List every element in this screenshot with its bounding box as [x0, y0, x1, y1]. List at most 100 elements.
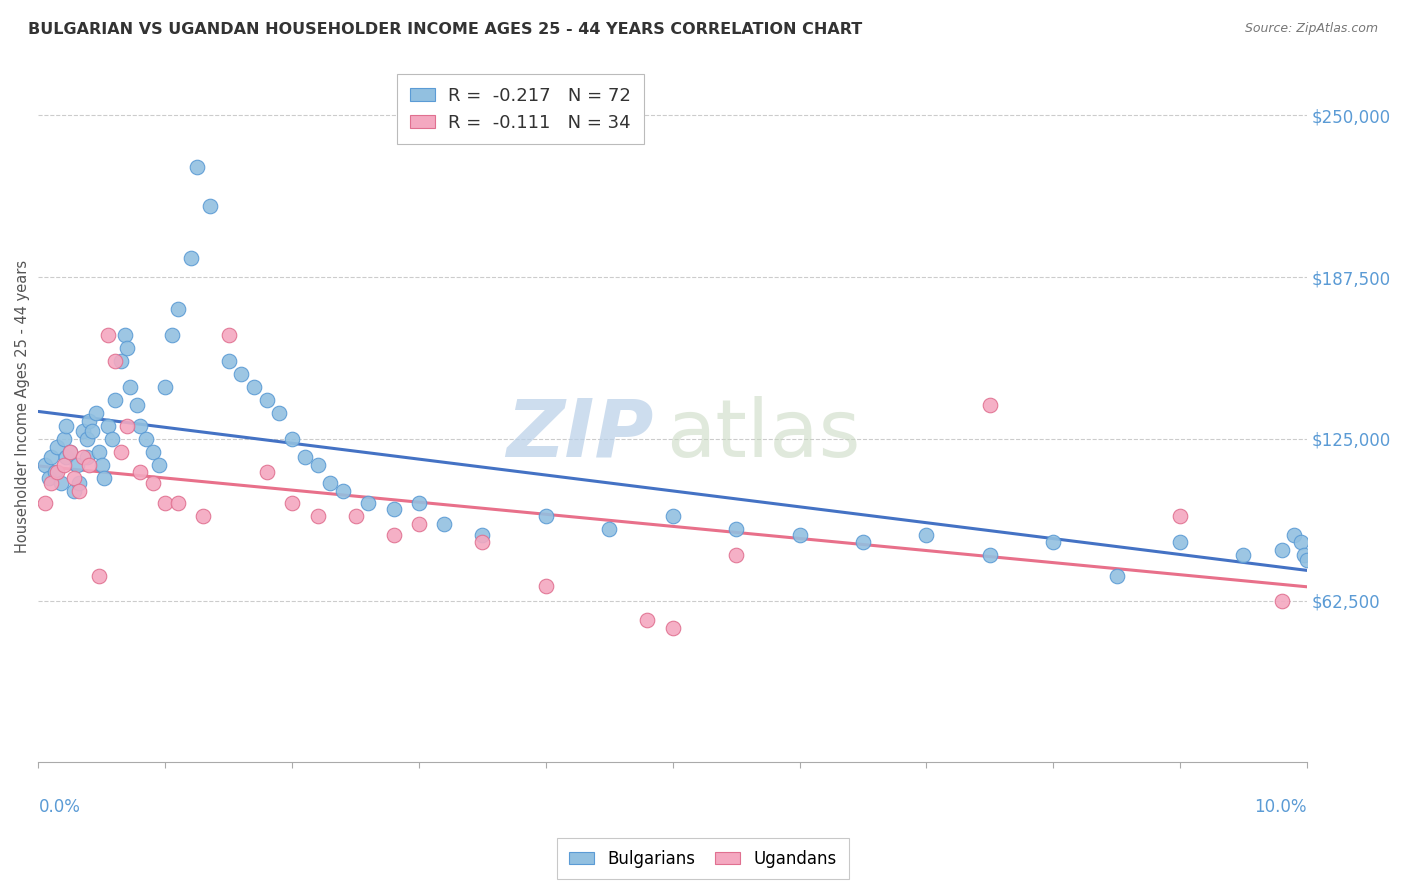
- Point: [471, 535, 494, 549]
- Point: [118, 380, 141, 394]
- Point: [110, 354, 132, 368]
- Point: [46, 440, 69, 454]
- Point: [55, 418, 77, 433]
- Point: [534, 509, 557, 524]
- Point: [155, 380, 177, 394]
- Point: [408, 517, 430, 532]
- Point: [1105, 569, 1128, 583]
- Point: [103, 354, 125, 368]
- Point: [135, 432, 157, 446]
- Point: [1294, 548, 1316, 562]
- Point: [117, 418, 139, 433]
- Point: [63, 483, 86, 498]
- Point: [89, 569, 111, 583]
- Point: [789, 527, 811, 541]
- Point: [979, 548, 1001, 562]
- Point: [142, 444, 165, 458]
- Point: [256, 466, 278, 480]
- Point: [76, 432, 98, 446]
- Y-axis label: Householder Income Ages 25 - 44 years: Householder Income Ages 25 - 44 years: [15, 260, 30, 553]
- Point: [127, 398, 149, 412]
- Point: [167, 496, 190, 510]
- Point: [93, 470, 115, 484]
- Point: [307, 458, 329, 472]
- Point: [34, 496, 56, 510]
- Point: [67, 483, 90, 498]
- Point: [243, 380, 266, 394]
- Legend: Bulgarians, Ugandans: Bulgarians, Ugandans: [557, 838, 849, 880]
- Point: [80, 424, 103, 438]
- Legend: R =  -0.217   N = 72, R =  -0.111   N = 34: R = -0.217 N = 72, R = -0.111 N = 34: [398, 74, 644, 145]
- Point: [155, 496, 177, 510]
- Point: [44, 466, 66, 480]
- Text: ZIP: ZIP: [506, 396, 654, 474]
- Point: [1270, 593, 1292, 607]
- Point: [97, 328, 120, 343]
- Point: [725, 522, 748, 536]
- Point: [598, 522, 620, 536]
- Point: [77, 414, 100, 428]
- Point: [382, 527, 405, 541]
- Point: [269, 406, 291, 420]
- Point: [59, 444, 82, 458]
- Point: [186, 160, 208, 174]
- Point: [231, 367, 253, 381]
- Point: [344, 509, 367, 524]
- Text: 0.0%: 0.0%: [38, 797, 80, 816]
- Point: [89, 444, 111, 458]
- Point: [1282, 527, 1305, 541]
- Point: [160, 328, 183, 343]
- Point: [1232, 548, 1254, 562]
- Point: [142, 475, 165, 490]
- Point: [1296, 553, 1319, 567]
- Point: [148, 458, 170, 472]
- Point: [1042, 535, 1064, 549]
- Point: [294, 450, 316, 464]
- Point: [915, 527, 938, 541]
- Point: [84, 406, 107, 420]
- Point: [1168, 535, 1191, 549]
- Point: [218, 354, 240, 368]
- Point: [408, 496, 430, 510]
- Point: [307, 509, 329, 524]
- Text: atlas: atlas: [666, 396, 860, 474]
- Point: [256, 392, 278, 407]
- Point: [357, 496, 380, 510]
- Point: [39, 475, 62, 490]
- Point: [167, 302, 190, 317]
- Point: [76, 450, 98, 464]
- Point: [661, 509, 683, 524]
- Point: [52, 432, 75, 446]
- Point: [77, 458, 100, 472]
- Point: [46, 466, 69, 480]
- Point: [281, 496, 304, 510]
- Point: [101, 432, 124, 446]
- Text: Source: ZipAtlas.com: Source: ZipAtlas.com: [1244, 22, 1378, 36]
- Point: [534, 579, 557, 593]
- Text: 10.0%: 10.0%: [1254, 797, 1308, 816]
- Point: [1168, 509, 1191, 524]
- Point: [72, 424, 94, 438]
- Point: [55, 450, 77, 464]
- Point: [129, 466, 152, 480]
- Point: [319, 475, 342, 490]
- Point: [129, 418, 152, 433]
- Point: [65, 458, 87, 472]
- Point: [51, 475, 73, 490]
- Point: [63, 470, 86, 484]
- Point: [852, 535, 875, 549]
- Point: [281, 432, 304, 446]
- Point: [1289, 535, 1312, 549]
- Point: [90, 458, 112, 472]
- Point: [38, 470, 60, 484]
- Point: [193, 509, 215, 524]
- Point: [117, 341, 139, 355]
- Point: [59, 444, 82, 458]
- Point: [382, 501, 405, 516]
- Point: [110, 444, 132, 458]
- Point: [198, 199, 221, 213]
- Point: [979, 398, 1001, 412]
- Point: [218, 328, 240, 343]
- Point: [72, 450, 94, 464]
- Point: [34, 458, 56, 472]
